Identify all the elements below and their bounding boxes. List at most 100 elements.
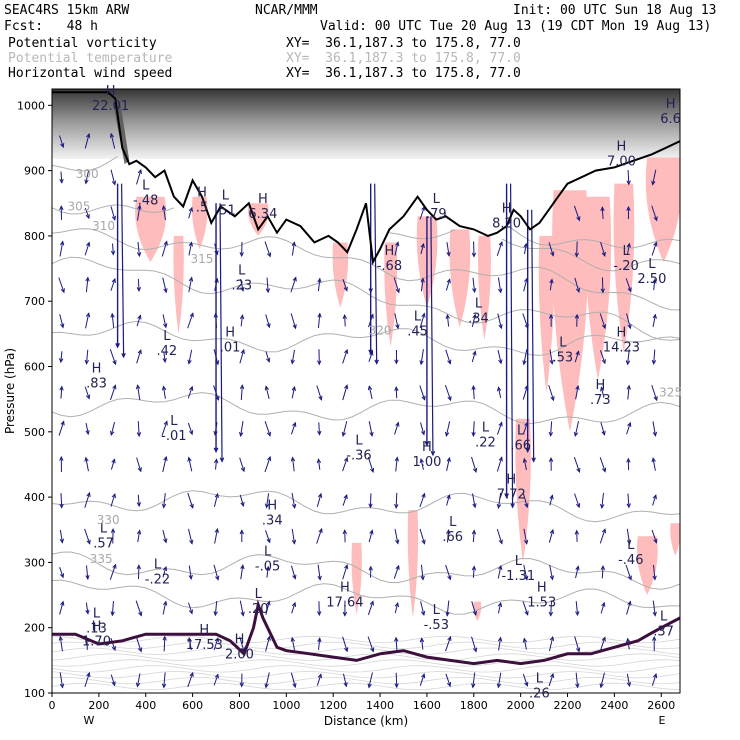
wind-vector [522, 349, 528, 366]
wind-vector [290, 349, 296, 365]
wind-vector [625, 349, 631, 366]
wind-vector [445, 313, 450, 327]
wind-vector [342, 529, 348, 543]
wind-vector [368, 565, 373, 578]
wind-vector [135, 600, 143, 617]
wind-vector [110, 312, 115, 328]
extremum-value: .01 [220, 341, 241, 356]
extremum-type: L [142, 179, 150, 194]
wind-vector [575, 384, 580, 400]
wind-vector [471, 241, 477, 258]
wind-vector [394, 528, 400, 545]
wind-vector [367, 636, 375, 653]
theta-contour [52, 665, 680, 673]
wind-vector [394, 456, 400, 472]
extremum-value: -.05 [255, 559, 280, 574]
wind-vector [342, 636, 349, 653]
extremum-value: 1.70 [82, 634, 111, 649]
pv-shading-region [636, 536, 658, 596]
wind-vector [239, 457, 246, 473]
theta-contour-label: 310 [92, 219, 115, 233]
wind-vector [652, 635, 657, 651]
wind-vector [600, 422, 606, 436]
wind-vector [430, 216, 436, 457]
theta-contour [52, 320, 680, 356]
wind-vector [394, 350, 399, 365]
wind-vector [85, 565, 90, 581]
wind-vector [394, 421, 400, 435]
pv-shading-region [473, 601, 482, 622]
wind-vector [471, 529, 477, 543]
extremum-value: .26 [529, 687, 550, 702]
y-tick-label: 900 [24, 165, 45, 178]
wind-vector [652, 494, 657, 506]
wind-vector [367, 385, 373, 400]
wind-vector [342, 348, 349, 364]
extremum-value: 2.50 [637, 272, 666, 287]
wind-vector [188, 241, 194, 256]
wind-vector [420, 564, 425, 581]
wind-vector [600, 277, 605, 294]
wind-vector [626, 421, 632, 435]
extremum-type: L [559, 335, 567, 350]
extremum-value: 2.00 [225, 648, 254, 663]
extremum-type: L [517, 424, 525, 439]
wind-vector [84, 456, 89, 472]
extremum-type: L [93, 606, 101, 621]
wind-vector [162, 455, 168, 473]
extremum-value: 6.6 [660, 112, 681, 127]
wind-vector [161, 672, 167, 689]
wind-vector [446, 494, 451, 506]
wind-vector [264, 241, 272, 258]
wind-vector [219, 203, 225, 463]
theta-contour [52, 490, 680, 523]
wind-vector [59, 567, 65, 579]
wind-vector [342, 493, 348, 506]
wind-vector [161, 240, 168, 257]
wind-vector [419, 637, 425, 650]
wind-vector [317, 349, 322, 366]
wind-vector [522, 493, 529, 509]
theta-contour [52, 635, 680, 644]
wind-vector [368, 183, 374, 356]
wind-vector [531, 209, 536, 463]
field-wind-name: Horizontal wind speed [8, 66, 173, 81]
wind-vector [239, 673, 244, 688]
wind-vector [136, 349, 142, 364]
x-tick-label: 2000 [507, 699, 535, 712]
wind-vector [213, 601, 218, 617]
wind-vector [188, 528, 194, 545]
wind-vector [472, 277, 477, 294]
wind-vector [523, 528, 529, 545]
wind-vector [136, 314, 142, 327]
theta-contour [52, 551, 680, 590]
wind-vector [136, 494, 142, 508]
wind-vector [471, 421, 476, 438]
theta-contour [52, 392, 680, 425]
x-tick-label: 2200 [554, 699, 582, 712]
wind-vector [446, 242, 451, 257]
wind-vector [549, 635, 555, 652]
wind-vector [574, 636, 581, 653]
wind-vector [509, 183, 515, 509]
x-tick-label: 800 [229, 699, 250, 712]
wind-vector [110, 277, 116, 291]
wind-vector [419, 457, 424, 470]
wind-vector [523, 242, 528, 255]
wind-vector [445, 278, 451, 291]
extremum-value: .73 [590, 393, 611, 408]
extremum-type: H [595, 378, 605, 393]
pv-shading-region [332, 242, 349, 308]
wind-vector [420, 277, 425, 292]
extremum-value: 1.53 [527, 595, 556, 610]
x-tick-label: 1200 [319, 699, 347, 712]
extremum-value: 6.34 [248, 207, 277, 222]
wind-vector [599, 672, 605, 689]
x-tick-label: 1800 [460, 699, 488, 712]
y-tick-label: 700 [24, 295, 45, 308]
wind-vector [626, 457, 631, 471]
wind-vector [265, 635, 271, 652]
extremum-value: 14.23 [603, 341, 640, 356]
extremum-type: H [340, 580, 350, 595]
field-pv-xy: XY= 36.1,187.3 to 175.8, 77.0 [286, 36, 521, 51]
